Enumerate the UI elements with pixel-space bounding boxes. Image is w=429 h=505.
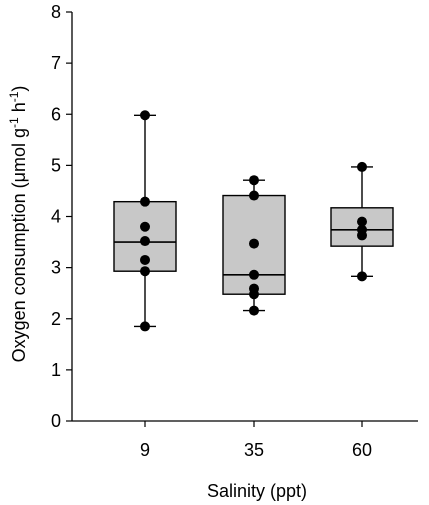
- box-series: [113, 110, 394, 332]
- data-point: [249, 305, 259, 316]
- data-point: [249, 238, 259, 249]
- y-axis-title: Oxygen consumption (μmol g-1 h-1): [7, 86, 29, 363]
- x-tick-label: 60: [352, 440, 372, 460]
- x-axis-title: Salinity (ppt): [207, 481, 307, 501]
- y-tick-label: 1: [51, 360, 61, 380]
- x-tick-label: 9: [140, 440, 150, 460]
- data-point: [140, 196, 150, 207]
- box-group: [330, 161, 394, 282]
- y-tick-label: 8: [51, 2, 61, 22]
- box-group: [222, 175, 286, 316]
- data-point: [140, 254, 150, 265]
- x-axis-ticks: 9 35 60: [140, 421, 372, 460]
- y-tick-label: 4: [51, 207, 61, 227]
- data-point: [249, 269, 259, 280]
- y-tick-label: 7: [51, 53, 61, 73]
- x-tick-label: 35: [244, 440, 264, 460]
- y-tick-label: 0: [51, 411, 61, 431]
- data-point: [357, 271, 367, 282]
- y-tick-label: 5: [51, 155, 61, 175]
- data-point: [140, 236, 150, 247]
- data-point: [249, 289, 259, 300]
- data-point: [140, 221, 150, 232]
- data-point: [249, 175, 259, 186]
- y-tick-label: 2: [51, 309, 61, 329]
- data-point: [249, 190, 259, 201]
- y-axis-ticks: 0 1 2 3 4 5 6 7 8: [51, 2, 72, 431]
- data-point: [140, 321, 150, 332]
- data-point: [140, 110, 150, 121]
- y-tick-label: 3: [51, 258, 61, 278]
- box-group: [113, 110, 177, 332]
- axes-frame: [71, 12, 418, 422]
- data-point: [140, 266, 150, 277]
- data-point: [357, 161, 367, 172]
- data-point: [357, 230, 367, 241]
- data-point: [357, 216, 367, 227]
- y-tick-label: 6: [51, 104, 61, 124]
